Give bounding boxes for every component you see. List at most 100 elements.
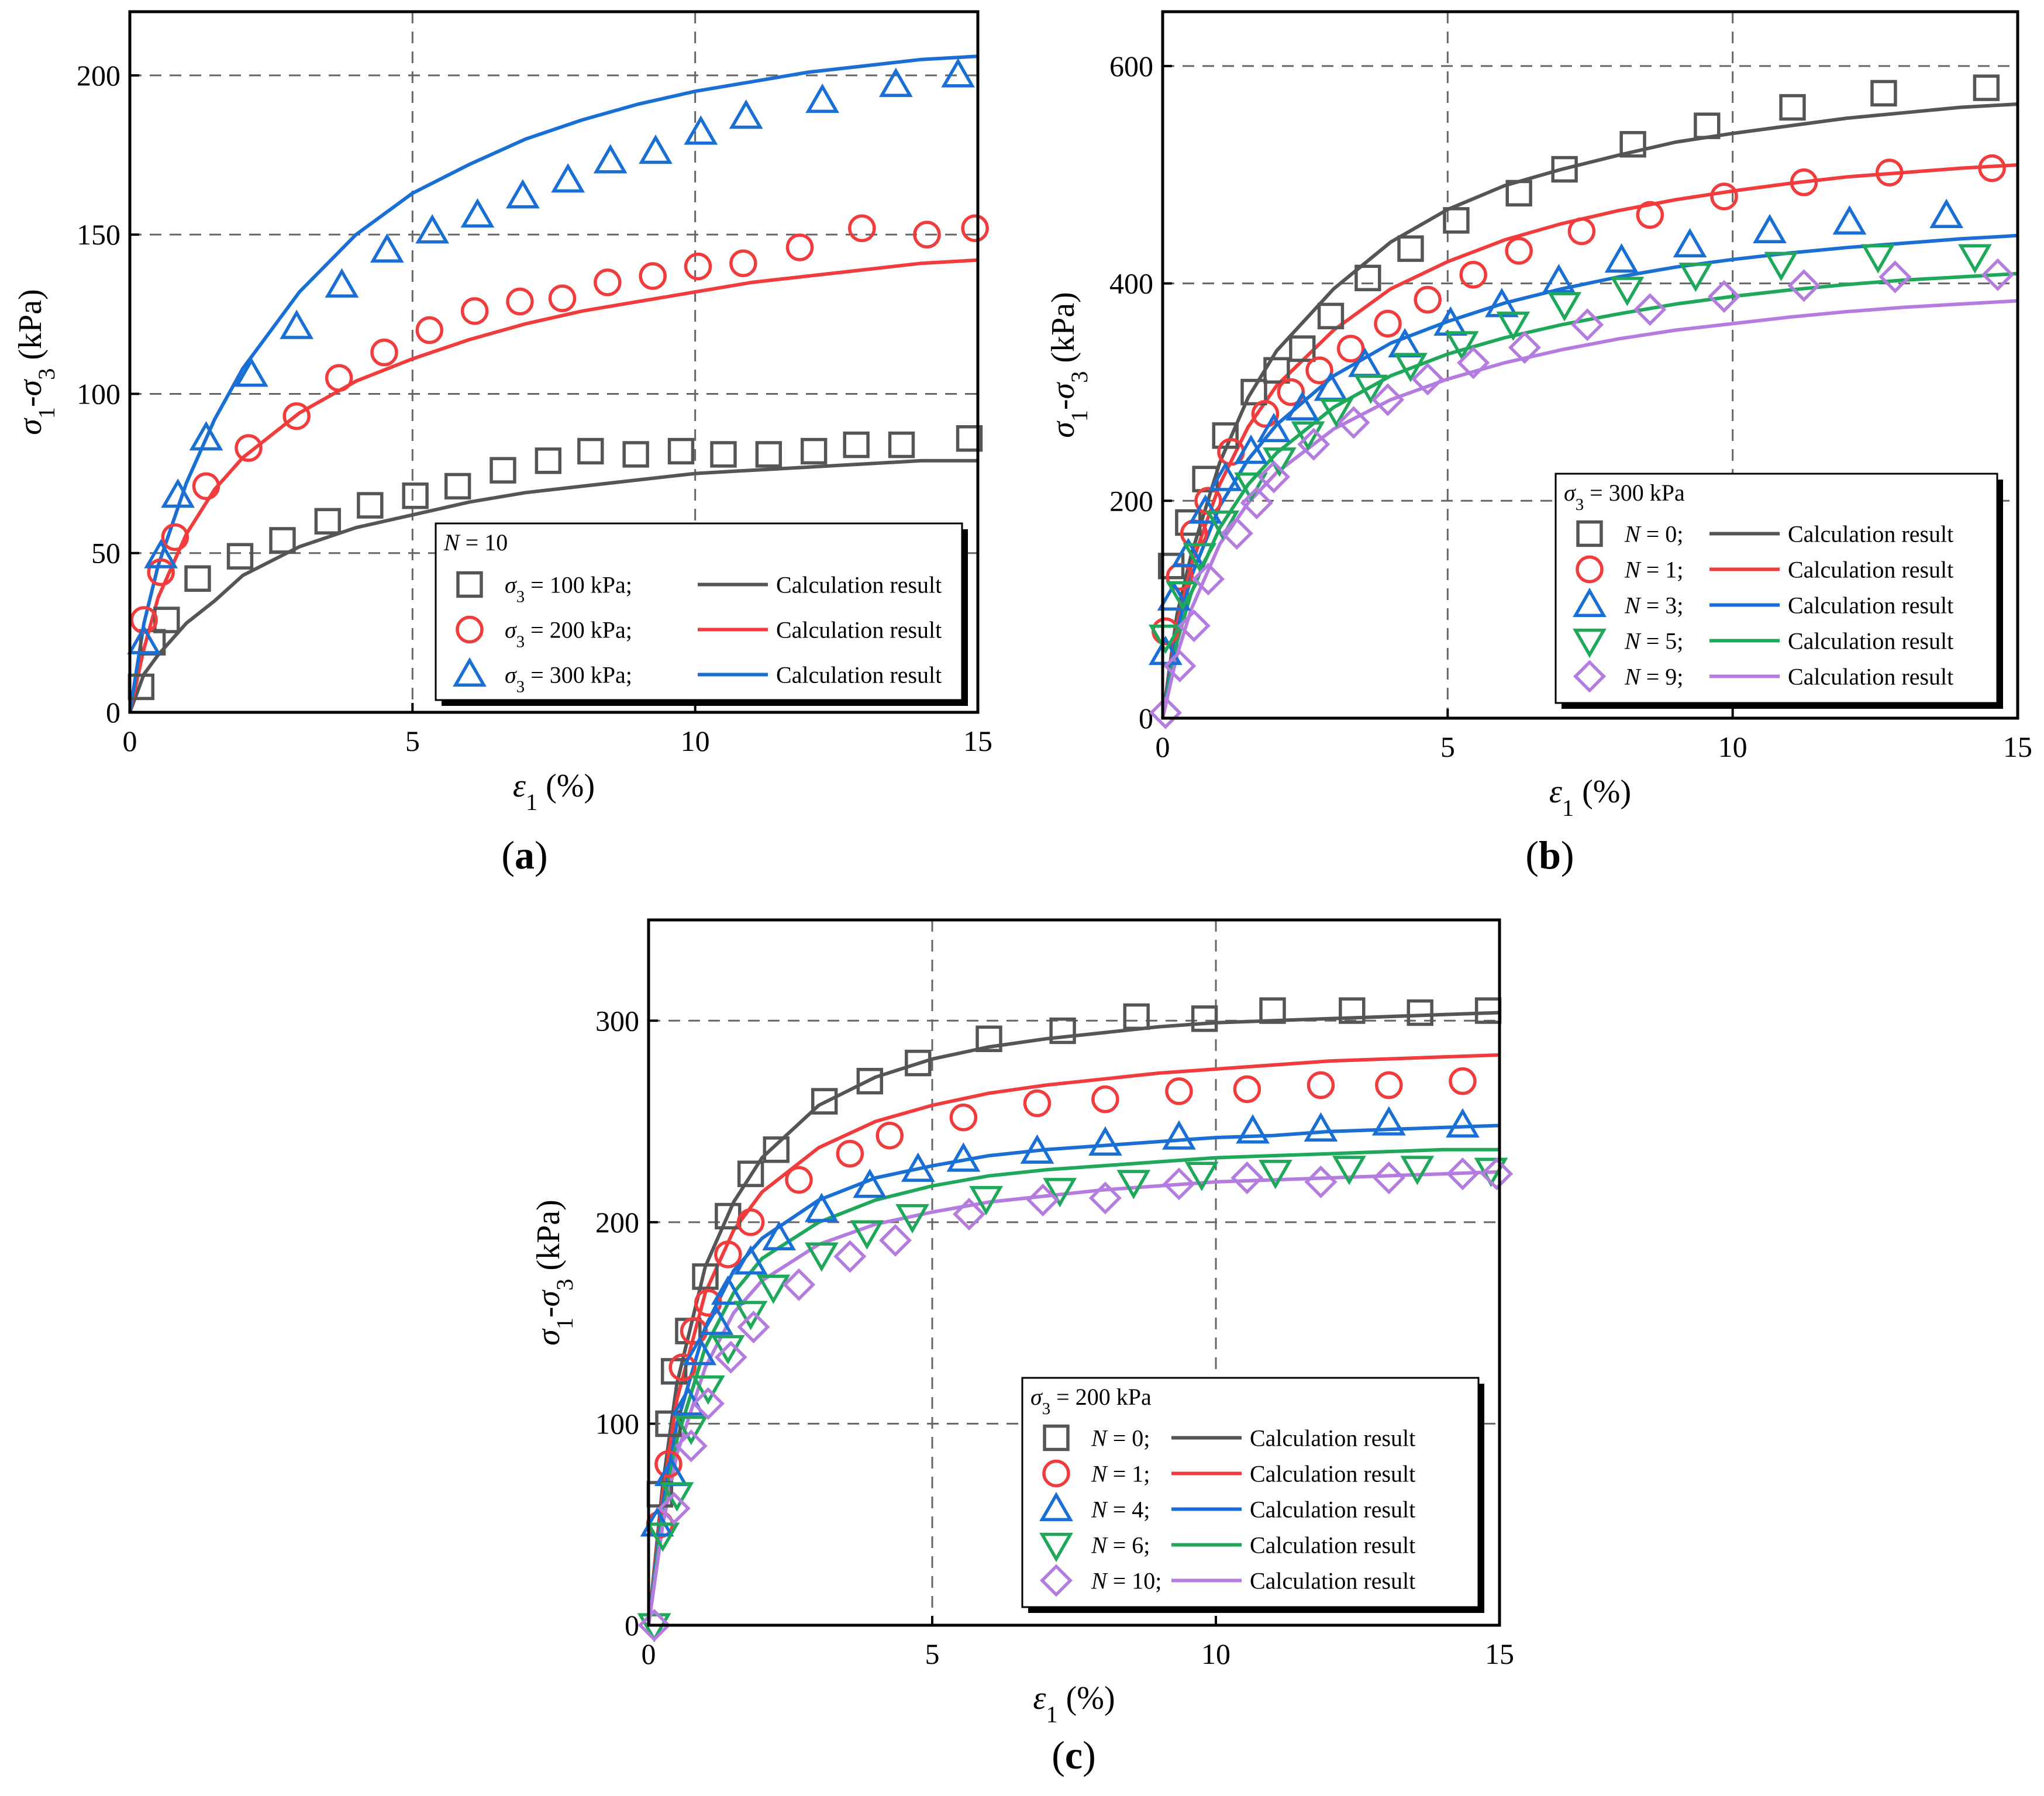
data-point-triangle bbox=[1832, 205, 1867, 235]
data-point-triangle-down bbox=[1394, 353, 1428, 382]
legend-marker-triangle-down bbox=[1039, 1532, 1073, 1563]
data-point-triangle-down bbox=[1764, 251, 1798, 281]
data-point-circle bbox=[147, 558, 175, 587]
series-n-1 bbox=[646, 1067, 1477, 1539]
data-point-circle bbox=[506, 287, 534, 316]
y-tick-label: 0 bbox=[106, 696, 120, 729]
data-point-square bbox=[1870, 80, 1897, 107]
y-tick-label: 50 bbox=[91, 537, 120, 570]
data-point-triangle bbox=[325, 268, 359, 298]
data-point-circle bbox=[1251, 399, 1280, 428]
legend-calc-label: Calculation result bbox=[1250, 1532, 1415, 1559]
calc-curve-n-9 bbox=[1161, 299, 2018, 719]
y-tick-label: 200 bbox=[1109, 484, 1153, 517]
legend-calc-label: Calculation result bbox=[1250, 1497, 1415, 1523]
chart-panel-b: 0 5 10 15 0 200 400 600 ε1 (%) σ1-σ3 (kPa) σ3 = 30… bbox=[1045, 10, 2032, 877]
data-point-triangle bbox=[1304, 1112, 1338, 1142]
data-point-circle bbox=[1375, 1071, 1403, 1099]
data-point-circle bbox=[1233, 1075, 1261, 1104]
data-point-circle bbox=[415, 316, 444, 344]
x-tick-label: 10 bbox=[681, 725, 710, 757]
legend-calc-label: Calculation result bbox=[1788, 521, 1953, 547]
data-point-square bbox=[1619, 131, 1646, 158]
data-point-triangle bbox=[733, 1245, 768, 1275]
data-point-triangle-down bbox=[804, 1242, 839, 1272]
data-point-diamond bbox=[1633, 293, 1667, 326]
legend-entry-label: N = 4; bbox=[1091, 1497, 1150, 1523]
data-point-circle bbox=[1277, 378, 1305, 406]
y-axis-label: σ1-σ3 (kPa) bbox=[530, 1199, 578, 1346]
data-point-circle bbox=[1790, 168, 1818, 197]
x-axis-label: ε1 (%) bbox=[1549, 774, 1631, 821]
data-point-square bbox=[1339, 997, 1366, 1024]
data-point-triangle-down bbox=[637, 1613, 671, 1643]
legend-calc-label: Calculation result bbox=[776, 617, 942, 643]
data-point-square bbox=[1407, 999, 1433, 1026]
data-point-diamond bbox=[657, 1492, 691, 1525]
data-point-square bbox=[1973, 74, 2000, 101]
legend-calc-label: Calculation result bbox=[776, 662, 942, 688]
x-axis-label: ε1 (%) bbox=[1033, 1680, 1115, 1728]
data-point-square bbox=[811, 1088, 838, 1115]
data-point-triangle bbox=[1208, 461, 1243, 491]
data-point-triangle bbox=[878, 67, 913, 97]
data-point-diamond bbox=[674, 1429, 708, 1463]
legend-marker-diamond bbox=[1039, 1564, 1073, 1597]
data-point-square bbox=[314, 508, 342, 535]
legend-marker-square bbox=[1576, 520, 1603, 547]
legend-entry-label: N = 9; bbox=[1624, 664, 1683, 690]
data-point-circle bbox=[130, 606, 158, 634]
data-point-circle bbox=[714, 1240, 742, 1268]
chart-panel-c: 0 5 10 15 0 100 200 300 ε1 (%) σ1-σ3 (kPa) σ3 = 20… bbox=[530, 918, 1514, 1777]
data-point-square bbox=[490, 457, 516, 484]
legend-calc-label: Calculation result bbox=[1788, 628, 1953, 654]
data-point-triangle bbox=[1148, 635, 1183, 666]
data-point-square bbox=[622, 441, 649, 468]
legend-calc-label: Calculation result bbox=[776, 572, 942, 598]
data-point-triangle bbox=[1604, 243, 1639, 273]
legend-box bbox=[1554, 473, 1998, 704]
series-n-5 bbox=[1148, 244, 1992, 654]
legend-entry-label: σ3 = 300 kPa; bbox=[505, 662, 632, 697]
data-point-triangle bbox=[1157, 581, 1191, 611]
data-point-diamond bbox=[714, 1340, 747, 1374]
data-point-triangle bbox=[144, 539, 178, 568]
data-point-square bbox=[1779, 94, 1806, 121]
legend-marker-square bbox=[1043, 1424, 1070, 1452]
data-point-circle bbox=[1505, 237, 1533, 265]
data-point-circle bbox=[460, 297, 489, 325]
legend-entry: N = 1; Calculation result bbox=[1576, 555, 1953, 584]
calc-curve-n-1 bbox=[1161, 163, 2018, 719]
data-point-square bbox=[402, 482, 429, 509]
legend-entry-label: N = 1; bbox=[1091, 1461, 1150, 1487]
data-point-circle bbox=[961, 214, 989, 243]
data-point-square bbox=[763, 1136, 790, 1163]
y-tick-label: 200 bbox=[77, 59, 120, 92]
y-axis-label: σ1-σ3 (kPa) bbox=[12, 289, 60, 435]
x-tick-label: 15 bbox=[1485, 1638, 1514, 1670]
data-point-triangle-down bbox=[1445, 331, 1479, 361]
data-point-circle bbox=[1305, 356, 1333, 385]
legend-entry: σ3 = 100 kPa; Calculation result bbox=[456, 571, 942, 606]
data-point-triangle-down bbox=[895, 1204, 929, 1234]
panel-label: (a) bbox=[501, 833, 547, 877]
data-point-circle bbox=[1414, 285, 1442, 314]
data-point-triangle-down bbox=[1353, 374, 1388, 404]
calc-curve-3-300-kpa bbox=[128, 54, 978, 713]
legend-entry-label: N = 0; bbox=[1091, 1425, 1150, 1452]
x-tick-label: 10 bbox=[1201, 1638, 1230, 1670]
data-point-circle bbox=[949, 1103, 978, 1132]
data-point-triangle bbox=[1088, 1126, 1122, 1156]
x-tick-label: 5 bbox=[405, 725, 420, 757]
legend-marker-square bbox=[456, 571, 483, 598]
data-point-circle bbox=[1449, 1067, 1477, 1095]
data-point-square bbox=[1397, 235, 1424, 262]
data-point-triangle-down bbox=[1678, 263, 1713, 292]
data-point-square bbox=[184, 565, 211, 592]
legend-title: N = 10 bbox=[443, 529, 508, 556]
data-point-triangle bbox=[1234, 435, 1268, 464]
plot-frame bbox=[1161, 10, 2019, 720]
data-point-diamond bbox=[1878, 260, 1912, 294]
data-point-circle bbox=[161, 523, 189, 551]
data-point-triangle-down bbox=[1496, 311, 1531, 342]
